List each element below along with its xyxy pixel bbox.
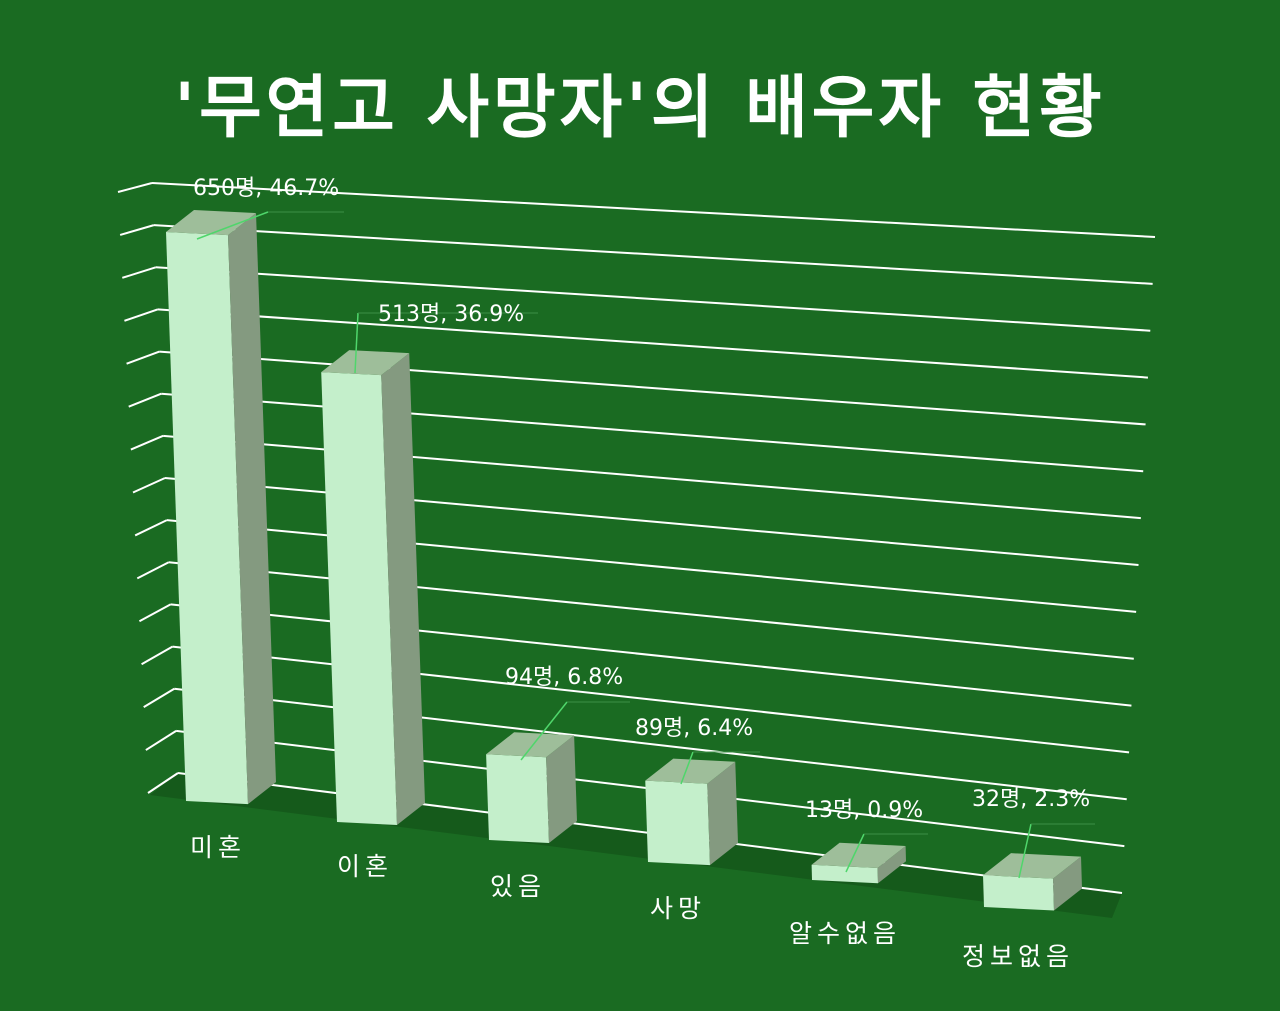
category-label: 있음 bbox=[490, 872, 546, 901]
gridline bbox=[166, 519, 1137, 613]
category-label: 정보없음 bbox=[962, 942, 1074, 971]
gridline bbox=[168, 561, 1134, 660]
grid-tick bbox=[134, 519, 168, 537]
gridline bbox=[153, 224, 1153, 285]
category-label: 미혼 bbox=[190, 833, 246, 862]
gridline bbox=[163, 434, 1141, 520]
bar-side bbox=[707, 761, 738, 866]
gridline bbox=[164, 477, 1139, 566]
bar-top bbox=[983, 853, 1082, 879]
gridline bbox=[157, 308, 1148, 379]
bar-top bbox=[321, 350, 410, 376]
bar-top bbox=[486, 732, 575, 758]
bar bbox=[983, 853, 1082, 911]
gridline bbox=[151, 182, 1156, 238]
bar-side bbox=[228, 213, 276, 805]
grid-tick bbox=[132, 477, 166, 494]
category-label: 사망 bbox=[650, 894, 706, 923]
grid-tick bbox=[119, 224, 155, 236]
bar-front bbox=[321, 372, 397, 825]
bar-front bbox=[983, 875, 1054, 911]
grid-tick bbox=[117, 182, 153, 193]
leader-line bbox=[845, 833, 865, 873]
bar-side bbox=[546, 735, 577, 843]
leader-line bbox=[1018, 823, 1032, 879]
data-label: 513명, 36.9% bbox=[378, 302, 524, 327]
bar bbox=[645, 758, 738, 866]
data-label: 32명, 2.3% bbox=[972, 787, 1090, 812]
category-label: 이혼 bbox=[337, 852, 393, 881]
grid-tick bbox=[147, 772, 179, 794]
grid-tick bbox=[128, 392, 162, 408]
gridline bbox=[161, 392, 1144, 473]
grid-tick bbox=[141, 645, 173, 666]
gridline bbox=[170, 603, 1132, 707]
bar-front bbox=[486, 754, 549, 843]
grid-tick bbox=[138, 603, 172, 623]
bar-front bbox=[811, 864, 878, 884]
grid-tick bbox=[121, 266, 157, 279]
leader-line bbox=[354, 312, 359, 374]
grid-tick bbox=[143, 687, 175, 708]
leader-line bbox=[520, 701, 568, 761]
data-label: 94명, 6.8% bbox=[505, 665, 623, 690]
grid-tick bbox=[145, 730, 177, 751]
bar bbox=[321, 350, 425, 825]
leader-line bbox=[196, 211, 269, 240]
data-label: 13명, 0.9% bbox=[805, 798, 923, 823]
bar-side bbox=[381, 353, 425, 825]
data-label: 650명, 46.7% bbox=[193, 176, 339, 201]
bar-front bbox=[166, 232, 248, 805]
bar-top bbox=[166, 210, 256, 236]
bar-side bbox=[1053, 856, 1082, 911]
bar-top bbox=[811, 842, 906, 868]
gridline bbox=[159, 350, 1146, 426]
grid-tick bbox=[126, 350, 160, 365]
bar-front bbox=[645, 780, 710, 866]
data-label: 89명, 6.4% bbox=[635, 716, 753, 741]
bar bbox=[486, 732, 577, 843]
chart-title: '무연고 사망자'의 배우자 현황 bbox=[174, 69, 1106, 148]
gridline bbox=[155, 266, 1151, 332]
bar bbox=[166, 210, 276, 805]
leader-line bbox=[680, 751, 694, 785]
grid-tick bbox=[130, 434, 164, 451]
bar-side bbox=[877, 846, 906, 884]
bar bbox=[811, 842, 906, 884]
category-label: 알수없음 bbox=[789, 919, 901, 948]
bar-top bbox=[645, 758, 736, 784]
grid-tick bbox=[136, 561, 170, 580]
grid-tick bbox=[124, 308, 158, 322]
